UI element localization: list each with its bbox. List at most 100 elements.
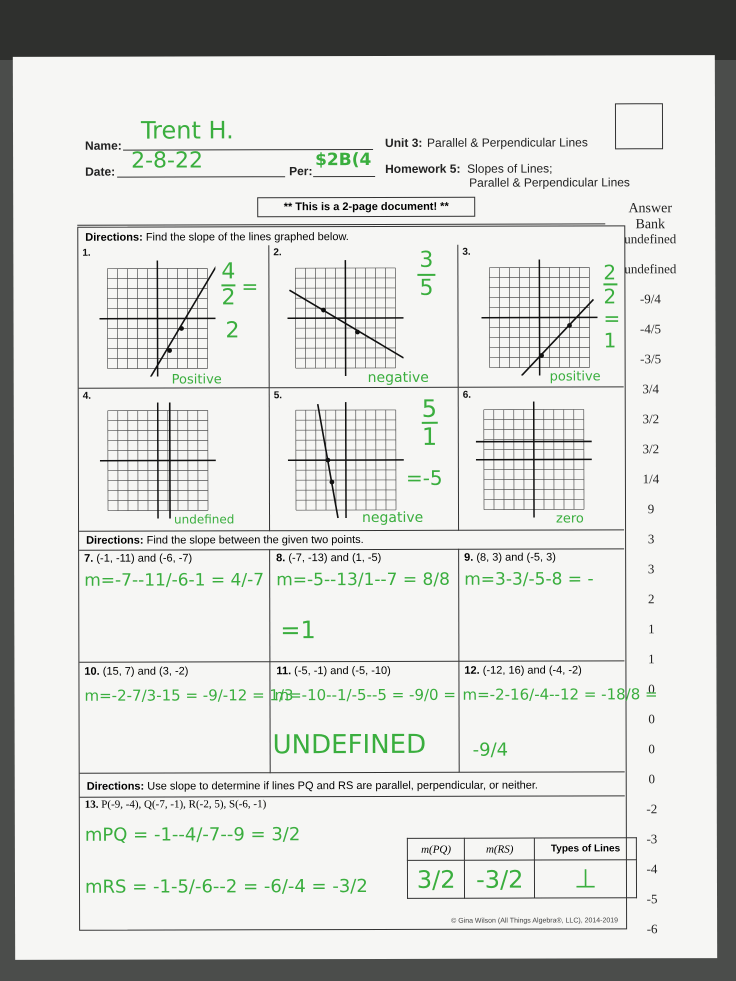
- dark-background: [0, 0, 736, 60]
- problem-points: (8, 3) and (-5, 3): [476, 551, 556, 564]
- hw-numerator: 3: [419, 247, 434, 273]
- problem-12-label: 12. (-12, 16) and (-4, -2): [464, 664, 581, 676]
- answer-5-note: negative: [362, 509, 424, 527]
- problem-points: P(-9, -4), Q(-7, -1), R(-2, 5), S(-6, -1…: [101, 798, 267, 811]
- line-point: [325, 457, 331, 463]
- per-line: [313, 174, 376, 178]
- problem-number: 9.: [464, 551, 474, 564]
- problem-number: 1.: [82, 247, 91, 259]
- problem-cell-9: [459, 548, 625, 662]
- problem-8-work: m=-5--13/1--7 = 8/8: [276, 569, 450, 591]
- hw-denominator: 2: [221, 285, 236, 311]
- name-label: Name:: [85, 138, 122, 153]
- date-line: [117, 175, 286, 178]
- graph-3: [481, 259, 598, 376]
- problem-11-work-2: UNDEFINED: [272, 729, 427, 761]
- per-label: Per:: [289, 164, 313, 179]
- problem-number: 6.: [462, 389, 472, 401]
- answer-6-note: zero: [556, 511, 584, 527]
- problem-number: 8.: [276, 552, 286, 565]
- answer-1-result: 2: [225, 318, 240, 344]
- hw-numerator: 4: [221, 259, 236, 285]
- line-point: [321, 307, 326, 313]
- problem-11-label: 11. (-5, -1) and (-5, -10): [276, 665, 390, 677]
- answer-5-work: 5 1: [421, 394, 438, 451]
- graph-6: [475, 401, 592, 518]
- hw-denominator: 1: [421, 422, 438, 451]
- problem-cell-7: [79, 549, 271, 663]
- section2-directions-label: Directions:: [86, 534, 144, 547]
- problem-number: 2.: [273, 247, 282, 259]
- problem-9-work: m=3-3/-5-8 = -: [464, 569, 594, 590]
- problem-number: 4.: [82, 390, 92, 402]
- problem-10-work: m=-2-7/3-15 = -9/-12 = 1/3: [84, 686, 294, 705]
- problem-number: 5.: [273, 390, 283, 402]
- table-value-mpq: 3/2: [407, 860, 465, 899]
- problem-7-label: 7. (-1, -11) and (-6, -7): [84, 552, 192, 564]
- homework-title-1: Slopes of Lines;: [467, 161, 553, 176]
- problem-points: (-5, -1) and (-5, -10): [294, 664, 391, 678]
- problem-number: 3.: [462, 246, 471, 258]
- worksheet-paper: Name: Trent H. Date: 2-8-22 Per: $2B(4 U…: [12, 55, 718, 960]
- line-point: [355, 329, 360, 335]
- homework-label: Homework 5:: [385, 161, 461, 176]
- section3-directions-label: Directions:: [86, 780, 145, 793]
- problem-11-work: m=-10--1/-5--5 = -9/0 =: [274, 685, 456, 705]
- date-handwriting: 2-8-22: [131, 148, 203, 174]
- graph-5: [287, 402, 404, 519]
- problem-points: (-12, 16) and (-4, -2): [482, 664, 582, 677]
- table-header-mrs: m(RS): [464, 838, 535, 861]
- problem-9-label: 9. (8, 3) and (-5, 3): [464, 552, 556, 564]
- section3-directions-text: Use slope to determine if lines PQ and R…: [147, 779, 538, 793]
- unit-title: Parallel & Perpendicular Lines: [427, 135, 588, 150]
- problem-cell-10: [79, 662, 271, 774]
- problem-points: (-7, -13) and (1, -5): [288, 551, 382, 565]
- problem-number: 7.: [84, 552, 94, 565]
- graph-1: [99, 260, 216, 377]
- problem-12-work-2: -9/4: [472, 739, 509, 761]
- problem-13-work-pq: mPQ = -1--4/-7--9 = 3/2: [84, 824, 301, 846]
- answer-3-note: positive: [549, 369, 601, 385]
- problem-7-work: m=-7--11/-6-1 = 4/-7: [84, 570, 265, 591]
- hw-numerator: 5: [421, 394, 438, 423]
- answer-4-note: undefined: [174, 512, 235, 527]
- problem-8-label: 8. (-7, -13) and (1, -5): [276, 552, 381, 564]
- per-handwriting: $2B(4: [315, 149, 372, 171]
- problem-13-work-rs: mRS = -1-5/-6--2 = -6/-4 = -3/2: [84, 875, 368, 898]
- lines-table: m(PQ) m(RS) Types of Lines 3/2 -3/2 ⊥: [407, 837, 637, 899]
- problem-8-work-2: =1: [280, 616, 316, 645]
- problem-cell-8: [270, 548, 460, 663]
- graphed-line: [289, 289, 404, 359]
- problem-number: 10.: [84, 665, 100, 678]
- answer-1-note: Positive: [171, 372, 222, 388]
- table-header-mpq: m(PQ): [407, 838, 465, 861]
- hw-denominator: 5: [419, 275, 434, 301]
- line-point: [179, 326, 184, 331]
- score-box: [614, 103, 664, 150]
- answer-1-equals: =: [241, 274, 259, 299]
- graph-2: [287, 260, 404, 377]
- graphed-line: [521, 298, 595, 376]
- section1-directions-text: Find the slope of the lines graphed belo…: [145, 231, 349, 244]
- answer-3-work: 2 2 = 1: [603, 260, 620, 352]
- problem-10-label: 10. (15, 7) and (3, -2): [84, 665, 188, 677]
- problem-number: 12.: [464, 664, 480, 677]
- table-value-mrs: -3/2: [464, 860, 535, 899]
- line-point: [167, 348, 172, 353]
- section2-directions: Directions: Find the slope between the g…: [86, 534, 364, 547]
- unit-label: Unit 3:: [385, 135, 423, 150]
- problem-number: 11.: [276, 665, 292, 678]
- name-handwriting: Trent H.: [140, 116, 234, 145]
- section2-directions-text: Find the slope between the given two poi…: [146, 534, 364, 547]
- problem-number: 13.: [84, 798, 99, 811]
- line-point: [567, 323, 572, 328]
- copyright-footer: © Gina Wilson (All Things Algebra®, LLC)…: [451, 917, 619, 925]
- hw-denominator: 2: [603, 284, 617, 309]
- section1-directions: Directions: Find the slope of the lines …: [85, 231, 349, 244]
- notice-text: ** This is a 2-page document! **: [283, 200, 449, 214]
- section1-directions-label: Directions:: [85, 231, 143, 244]
- problem-points: (-1, -11) and (-6, -7): [96, 552, 193, 565]
- answer-5-result: =-5: [405, 465, 443, 490]
- table-value-type: ⊥: [534, 859, 637, 899]
- problem-13-label: 13. P(-9, -4), Q(-7, -1), R(-2, 5), S(-6…: [85, 798, 266, 810]
